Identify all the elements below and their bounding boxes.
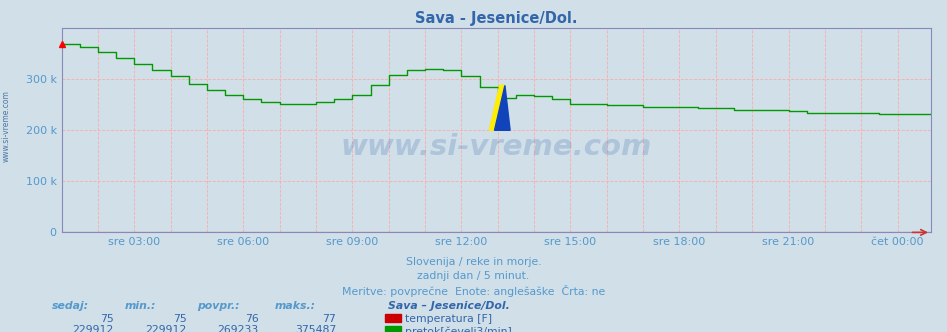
Text: 75: 75 <box>99 314 114 324</box>
Text: zadnji dan / 5 minut.: zadnji dan / 5 minut. <box>418 271 529 281</box>
Text: 76: 76 <box>244 314 259 324</box>
Text: 229912: 229912 <box>145 325 187 332</box>
Text: povpr.:: povpr.: <box>197 301 240 311</box>
Text: Sava – Jesenice/Dol.: Sava – Jesenice/Dol. <box>388 301 510 311</box>
Text: 75: 75 <box>172 314 187 324</box>
Text: min.:: min.: <box>125 301 156 311</box>
Polygon shape <box>490 85 505 130</box>
Text: 375487: 375487 <box>295 325 336 332</box>
Title: Sava - Jesenice/Dol.: Sava - Jesenice/Dol. <box>415 11 578 26</box>
Text: sedaj:: sedaj: <box>52 301 89 311</box>
Text: 77: 77 <box>322 314 336 324</box>
Text: 269233: 269233 <box>217 325 259 332</box>
Text: 229912: 229912 <box>72 325 114 332</box>
Text: temperatura [F]: temperatura [F] <box>405 314 492 324</box>
Polygon shape <box>494 85 510 130</box>
Text: pretok[čevelj3/min]: pretok[čevelj3/min] <box>405 326 512 332</box>
Text: www.si-vreme.com: www.si-vreme.com <box>341 133 652 161</box>
Text: www.si-vreme.com: www.si-vreme.com <box>1 90 10 162</box>
Text: Meritve: povprečne  Enote: anglešaške  Črta: ne: Meritve: povprečne Enote: anglešaške Črt… <box>342 285 605 297</box>
Text: Slovenija / reke in morje.: Slovenija / reke in morje. <box>405 257 542 267</box>
Text: maks.:: maks.: <box>275 301 315 311</box>
